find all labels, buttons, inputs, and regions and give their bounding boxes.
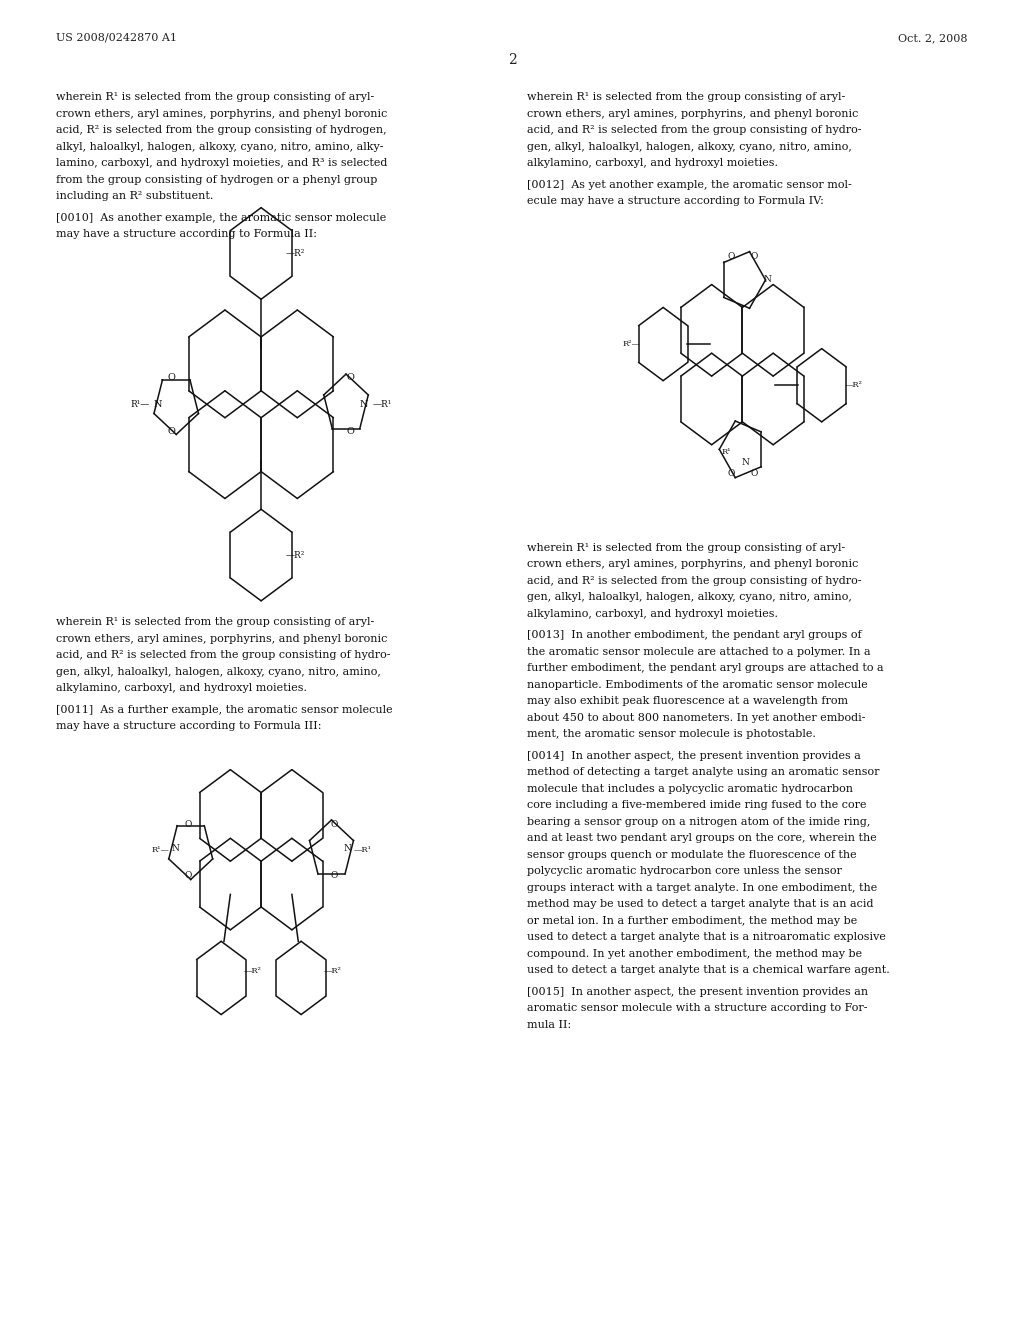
Text: O: O <box>751 252 758 260</box>
Text: O: O <box>727 469 734 478</box>
Text: R²—: R²— <box>623 341 640 348</box>
Text: further embodiment, the pendant aryl groups are attached to a: further embodiment, the pendant aryl gro… <box>527 663 884 673</box>
Text: R¹—: R¹— <box>131 400 150 409</box>
Text: gen, alkyl, haloalkyl, halogen, alkoxy, cyano, nitro, amino,: gen, alkyl, haloalkyl, halogen, alkoxy, … <box>527 593 852 602</box>
Text: aromatic sensor molecule with a structure according to For-: aromatic sensor molecule with a structur… <box>527 1003 868 1014</box>
Text: may have a structure according to Formula III:: may have a structure according to Formul… <box>56 721 322 731</box>
Text: bearing a sensor group on a nitrogen atom of the imide ring,: bearing a sensor group on a nitrogen ato… <box>527 817 870 826</box>
Text: alkylamino, carboxyl, and hydroxyl moieties.: alkylamino, carboxyl, and hydroxyl moiet… <box>56 682 307 693</box>
Text: —R²: —R² <box>845 381 862 389</box>
Text: N: N <box>343 843 351 853</box>
Text: N: N <box>763 276 771 285</box>
Text: nanoparticle. Embodiments of the aromatic sensor molecule: nanoparticle. Embodiments of the aromati… <box>527 680 868 690</box>
Text: [0012]  As yet another example, the aromatic sensor mol-: [0012] As yet another example, the aroma… <box>527 180 852 190</box>
Text: O: O <box>184 820 193 829</box>
Text: O: O <box>330 820 338 829</box>
Text: may have a structure according to Formula II:: may have a structure according to Formul… <box>56 230 317 239</box>
Text: Oct. 2, 2008: Oct. 2, 2008 <box>898 33 968 44</box>
Text: compound. In yet another embodiment, the method may be: compound. In yet another embodiment, the… <box>527 949 862 958</box>
Text: N: N <box>154 400 162 409</box>
Text: wherein R¹ is selected from the group consisting of aryl-: wherein R¹ is selected from the group co… <box>56 616 375 627</box>
Text: ment, the aromatic sensor molecule is photostable.: ment, the aromatic sensor molecule is ph… <box>527 729 816 739</box>
Text: acid, and R² is selected from the group consisting of hydro-: acid, and R² is selected from the group … <box>527 576 862 586</box>
Text: used to detect a target analyte that is a nitroaromatic explosive: used to detect a target analyte that is … <box>527 932 886 942</box>
Text: N: N <box>741 458 750 467</box>
Text: crown ethers, aryl amines, porphyrins, and phenyl boronic: crown ethers, aryl amines, porphyrins, a… <box>527 560 859 569</box>
Text: wherein R¹ is selected from the group consisting of aryl-: wherein R¹ is selected from the group co… <box>527 543 846 553</box>
Text: the aromatic sensor molecule are attached to a polymer. In a: the aromatic sensor molecule are attache… <box>527 647 871 657</box>
Text: or metal ion. In a further embodiment, the method may be: or metal ion. In a further embodiment, t… <box>527 916 858 925</box>
Text: N: N <box>360 400 369 409</box>
Text: O: O <box>727 252 734 260</box>
Text: crown ethers, aryl amines, porphyrins, and phenyl boronic: crown ethers, aryl amines, porphyrins, a… <box>56 108 388 119</box>
Text: O: O <box>168 426 175 436</box>
Text: acid, and R² is selected from the group consisting of hydro-: acid, and R² is selected from the group … <box>527 125 862 136</box>
Text: core including a five-membered imide ring fused to the core: core including a five-membered imide rin… <box>527 800 867 810</box>
Text: used to detect a target analyte that is a chemical warfare agent.: used to detect a target analyte that is … <box>527 965 890 975</box>
Text: alkylamino, carboxyl, and hydroxyl moieties.: alkylamino, carboxyl, and hydroxyl moiet… <box>527 609 778 619</box>
Text: crown ethers, aryl amines, porphyrins, and phenyl boronic: crown ethers, aryl amines, porphyrins, a… <box>527 108 859 119</box>
Text: R¹: R¹ <box>721 449 731 457</box>
Text: O: O <box>184 871 193 879</box>
Text: about 450 to about 800 nanometers. In yet another embodi-: about 450 to about 800 nanometers. In ye… <box>527 713 866 723</box>
Text: acid, and R² is selected from the group consisting of hydro-: acid, and R² is selected from the group … <box>56 649 391 660</box>
Text: O: O <box>168 372 175 381</box>
Text: molecule that includes a polycyclic aromatic hydrocarbon: molecule that includes a polycyclic arom… <box>527 784 853 793</box>
Text: R¹—: R¹— <box>152 846 169 854</box>
Text: including an R² substituent.: including an R² substituent. <box>56 191 214 202</box>
Text: polycyclic aromatic hydrocarbon core unless the sensor: polycyclic aromatic hydrocarbon core unl… <box>527 866 842 876</box>
Text: O: O <box>347 372 354 381</box>
Text: method may be used to detect a target analyte that is an acid: method may be used to detect a target an… <box>527 899 873 909</box>
Text: groups interact with a target analyte. In one embodiment, the: groups interact with a target analyte. I… <box>527 883 878 892</box>
Text: O: O <box>347 426 354 436</box>
Text: 2: 2 <box>508 53 516 67</box>
Text: N: N <box>171 843 179 853</box>
Text: [0015]  In another aspect, the present invention provides an: [0015] In another aspect, the present in… <box>527 986 868 997</box>
Text: O: O <box>751 469 758 478</box>
Text: —R²: —R² <box>286 550 305 560</box>
Text: [0014]  In another aspect, the present invention provides a: [0014] In another aspect, the present in… <box>527 751 861 760</box>
Text: —R²: —R² <box>286 249 305 257</box>
Text: lamino, carboxyl, and hydroxyl moieties, and R³ is selected: lamino, carboxyl, and hydroxyl moieties,… <box>56 158 388 169</box>
Text: —R¹: —R¹ <box>353 846 371 854</box>
Text: gen, alkyl, haloalkyl, halogen, alkoxy, cyano, nitro, amino,: gen, alkyl, haloalkyl, halogen, alkoxy, … <box>527 141 852 152</box>
Text: and at least two pendant aryl groups on the core, wherein the: and at least two pendant aryl groups on … <box>527 833 878 843</box>
Text: —R¹: —R¹ <box>373 400 391 409</box>
Text: wherein R¹ is selected from the group consisting of aryl-: wherein R¹ is selected from the group co… <box>56 92 375 103</box>
Text: —R²: —R² <box>324 966 342 974</box>
Text: US 2008/0242870 A1: US 2008/0242870 A1 <box>56 33 177 44</box>
Text: method of detecting a target analyte using an aromatic sensor: method of detecting a target analyte usi… <box>527 767 880 777</box>
Text: [0010]  As another example, the aromatic sensor molecule: [0010] As another example, the aromatic … <box>56 213 387 223</box>
Text: [0011]  As a further example, the aromatic sensor molecule: [0011] As a further example, the aromati… <box>56 705 393 714</box>
Text: wherein R¹ is selected from the group consisting of aryl-: wherein R¹ is selected from the group co… <box>527 92 846 103</box>
Text: alkylamino, carboxyl, and hydroxyl moieties.: alkylamino, carboxyl, and hydroxyl moiet… <box>527 158 778 169</box>
Text: acid, R² is selected from the group consisting of hydrogen,: acid, R² is selected from the group cons… <box>56 125 387 136</box>
Text: gen, alkyl, haloalkyl, halogen, alkoxy, cyano, nitro, amino,: gen, alkyl, haloalkyl, halogen, alkoxy, … <box>56 667 381 677</box>
Text: mula II:: mula II: <box>527 1019 571 1030</box>
Text: —R²: —R² <box>244 966 262 974</box>
Text: alkyl, haloalkyl, halogen, alkoxy, cyano, nitro, amino, alky-: alkyl, haloalkyl, halogen, alkoxy, cyano… <box>56 141 384 152</box>
Text: O: O <box>330 871 338 879</box>
Text: sensor groups quench or modulate the fluorescence of the: sensor groups quench or modulate the flu… <box>527 850 857 859</box>
Text: crown ethers, aryl amines, porphyrins, and phenyl boronic: crown ethers, aryl amines, porphyrins, a… <box>56 634 388 644</box>
Text: [0013]  In another embodiment, the pendant aryl groups of: [0013] In another embodiment, the pendan… <box>527 630 862 640</box>
Text: may also exhibit peak fluorescence at a wavelength from: may also exhibit peak fluorescence at a … <box>527 696 849 706</box>
Text: from the group consisting of hydrogen or a phenyl group: from the group consisting of hydrogen or… <box>56 174 378 185</box>
Text: ecule may have a structure according to Formula IV:: ecule may have a structure according to … <box>527 197 824 206</box>
